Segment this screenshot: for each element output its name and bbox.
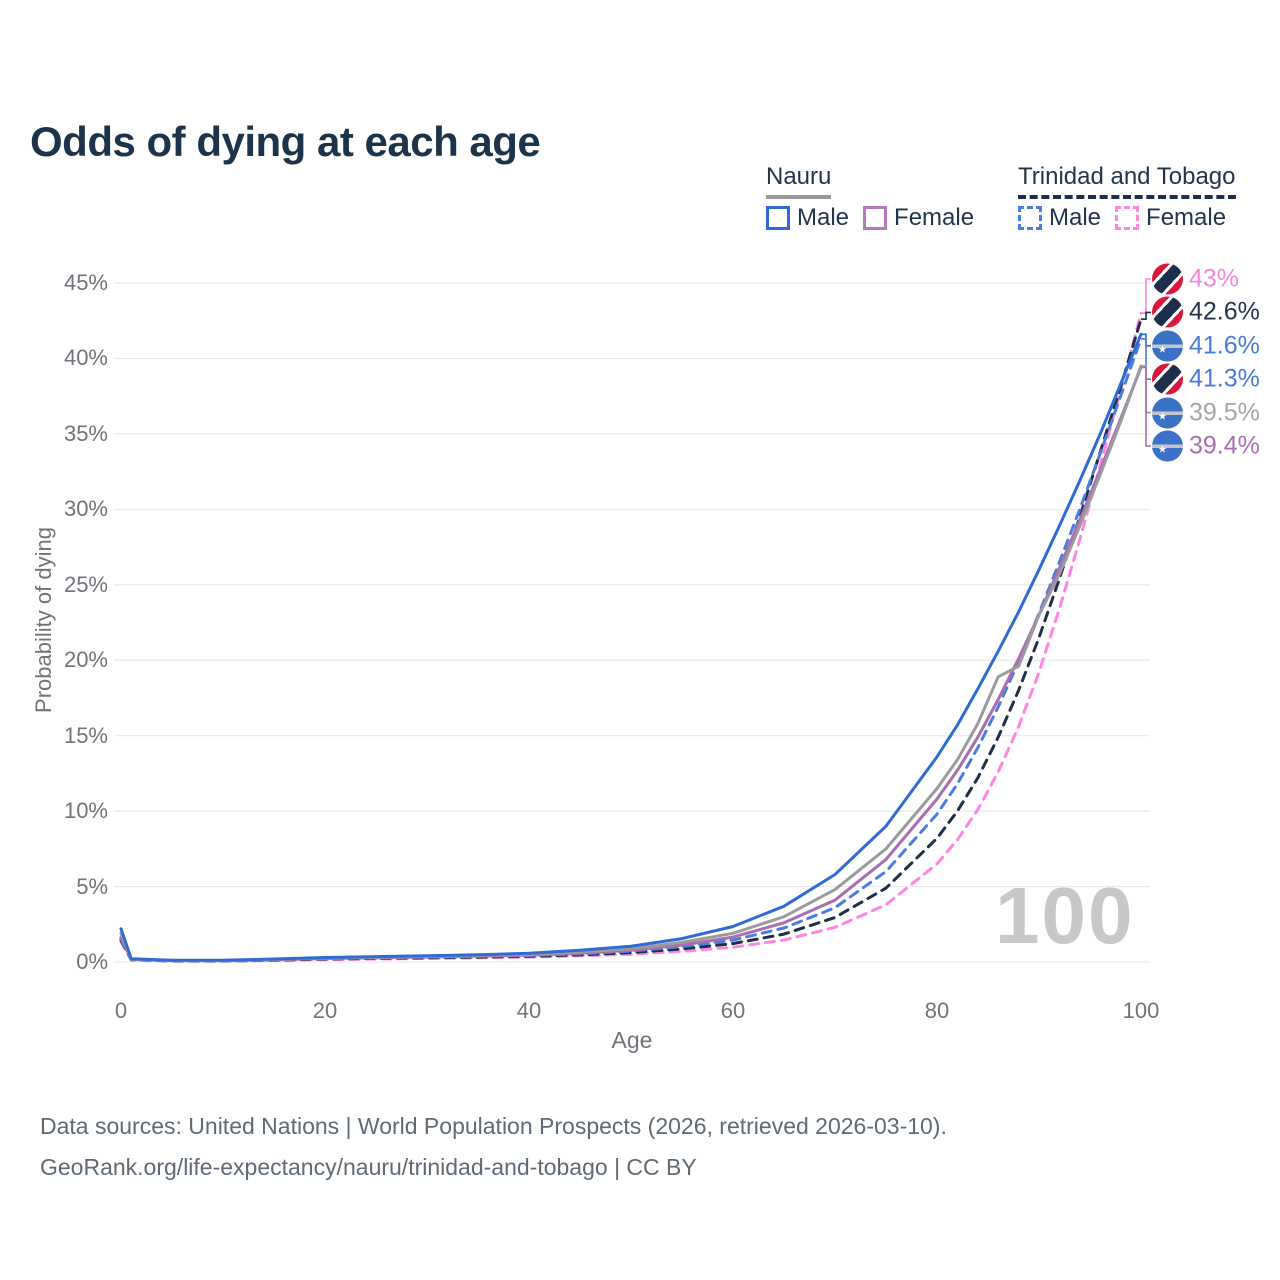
end-label-tt_male: 41.3%: [1152, 363, 1260, 395]
series-line-tt_female: [119, 311, 1143, 963]
trinidad-and-tobago-flag-icon: [1152, 363, 1183, 395]
legend-swatch-tt-male[interactable]: [1018, 206, 1042, 230]
y-tick-label: 30%: [63, 496, 108, 522]
footer-data-sources: Data sources: United Nations | World Pop…: [40, 1113, 947, 1139]
legend-item-tt-male[interactable]: Male: [1018, 204, 1101, 232]
y-axis-title: Probability of dying: [31, 527, 56, 713]
x-tick-label: 0: [114, 998, 128, 1023]
end-label-value: 41.6%: [1189, 331, 1260, 360]
y-tick-label: 45%: [63, 269, 108, 295]
legend-label: Male: [1049, 204, 1102, 231]
legend-swatch-tt-female[interactable]: [1115, 206, 1140, 230]
legend-label: Female: [894, 204, 975, 231]
end-label-nauru_female: 39.4%: [1152, 430, 1260, 462]
end-label-value: 39.5%: [1189, 398, 1260, 427]
end-label-nauru_male: 41.6%: [1152, 330, 1260, 362]
y-tick-label: 20%: [63, 647, 108, 673]
end-label-value: 42.6%: [1189, 297, 1260, 326]
end-label-value: 41.3%: [1189, 364, 1260, 393]
nauru-flag-icon: [1152, 330, 1183, 362]
y-tick-label: 40%: [63, 345, 108, 371]
trinidad-and-tobago-flag-icon: [1152, 263, 1183, 295]
legend-row-nauru: Male Female: [766, 204, 974, 232]
legend-label: Male: [797, 204, 850, 231]
x-tick-label: 40: [516, 998, 542, 1023]
x-tick-label: 80: [924, 998, 950, 1023]
y-tick-label: 0%: [76, 949, 108, 974]
end-label-connector: [1141, 366, 1151, 447]
end-label-tt_female: 43%: [1152, 263, 1240, 295]
legend-item-tt-female[interactable]: Female: [1115, 204, 1226, 232]
end-label-nauru_total: 39.5%: [1152, 397, 1260, 429]
y-tick-label: 10%: [63, 798, 108, 824]
x-tick-label: 20: [312, 998, 338, 1023]
footer-attribution: GeoRank.org/life-expectancy/nauru/trinid…: [40, 1154, 697, 1180]
y-tick-label: 25%: [63, 571, 108, 597]
end-label-connector: [1141, 278, 1151, 315]
end-label-tt_total: 42.6%: [1152, 296, 1260, 328]
legend-item-nauru-male[interactable]: Male: [766, 204, 849, 232]
series-line-nauru_female: [119, 366, 1143, 963]
end-label-connector: [1141, 337, 1151, 381]
y-tick-label: 5%: [76, 873, 108, 899]
legend-swatch-nauru-male[interactable]: [766, 206, 790, 230]
legend-label: Female: [1146, 204, 1227, 231]
series-line-nauru_total: [119, 364, 1143, 962]
y-tick-label: 15%: [63, 722, 108, 748]
legend-group-trinidad-and-tobago: Trinidad and Tobago: [1018, 163, 1236, 199]
trinidad-and-tobago-flag-icon: [1152, 296, 1183, 328]
legend-group-nauru: Nauru: [766, 163, 832, 199]
end-label-value: 39.4%: [1189, 431, 1260, 460]
series-line-nauru_male: [119, 332, 1143, 962]
nauru-flag-icon: [1152, 430, 1183, 462]
x-tick-label: 60: [720, 998, 746, 1023]
x-tick-label: 100: [1122, 998, 1160, 1023]
y-tick-label: 35%: [63, 420, 108, 446]
legend-swatch-nauru-female[interactable]: [863, 206, 888, 230]
page-title: Odds of dying at each age: [30, 118, 541, 166]
x-axis-title: Age: [611, 1027, 653, 1053]
nauru-flag-icon: [1152, 397, 1183, 429]
age-counter-watermark: 100: [995, 871, 1135, 960]
series-line-tt_total: [119, 317, 1143, 963]
legend-row-trinidad-and-tobago: Male Female: [1018, 204, 1226, 232]
series-line-tt_male: [119, 337, 1143, 963]
end-label-value: 43%: [1189, 264, 1240, 293]
legend-item-nauru-female[interactable]: Female: [863, 204, 974, 232]
end-label-connector: [1141, 311, 1151, 321]
footer: Data sources: United Nations | World Pop…: [40, 1106, 947, 1188]
